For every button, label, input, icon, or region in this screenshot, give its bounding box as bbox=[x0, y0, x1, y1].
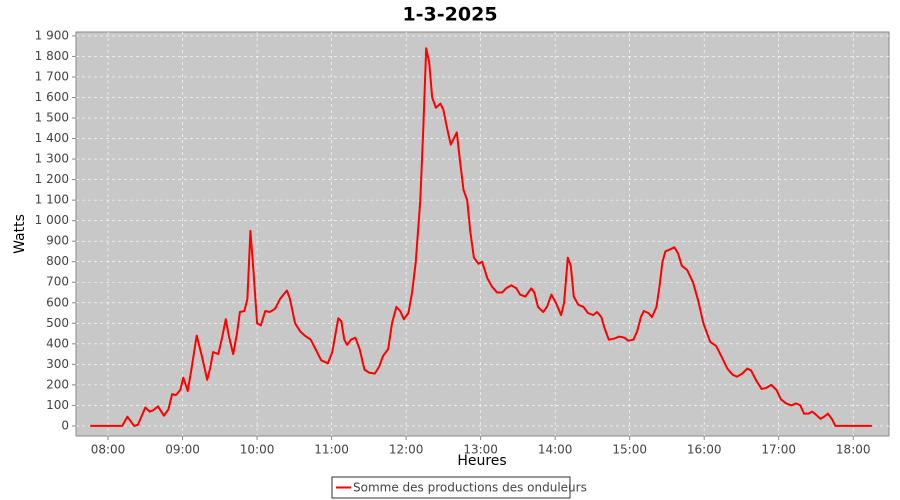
x-tick-label: 14:00 bbox=[538, 443, 573, 457]
x-tick-label: 10:00 bbox=[240, 443, 275, 457]
y-tick-label: 100 bbox=[46, 398, 69, 412]
legend-label: Somme des productions des onduleurs bbox=[353, 481, 587, 495]
y-tick-label: 200 bbox=[46, 377, 69, 391]
y-tick-label: 1 000 bbox=[35, 213, 69, 227]
x-tick-label: 13:00 bbox=[463, 443, 498, 457]
x-tick-label: 11:00 bbox=[314, 443, 349, 457]
y-tick-label: 600 bbox=[46, 295, 69, 309]
y-tick-label: 0 bbox=[61, 418, 69, 432]
y-tick-label: 1 200 bbox=[35, 172, 69, 186]
x-tick-label: 16:00 bbox=[687, 443, 722, 457]
plot-area bbox=[75, 31, 890, 437]
y-tick-label: 1 500 bbox=[35, 111, 69, 125]
series-line bbox=[90, 47, 872, 427]
y-tick-label: 700 bbox=[46, 275, 69, 289]
legend-box bbox=[331, 476, 571, 499]
y-tick-label: 900 bbox=[46, 234, 69, 248]
y-tick-label: 1 900 bbox=[35, 28, 69, 42]
y-tick-label: 300 bbox=[46, 357, 69, 371]
y-axis-label: Watts bbox=[12, 214, 28, 254]
y-tick-label: 500 bbox=[46, 316, 69, 330]
y-tick-label: 1 300 bbox=[35, 152, 69, 166]
y-tick-label: 1 600 bbox=[35, 90, 69, 104]
y-tick-label: 1 700 bbox=[35, 69, 69, 83]
x-tick-label: 15:00 bbox=[612, 443, 647, 457]
x-axis-label: Heures bbox=[457, 453, 506, 469]
x-tick-label: 09:00 bbox=[165, 443, 200, 457]
x-tick-label: 18:00 bbox=[836, 443, 871, 457]
y-tick-label: 1 100 bbox=[35, 193, 69, 207]
y-tick-label: 1 400 bbox=[35, 131, 69, 145]
chart-title: 1-3-2025 bbox=[402, 4, 497, 26]
y-tick-label: 1 800 bbox=[35, 49, 69, 63]
x-tick-label: 08:00 bbox=[91, 443, 126, 457]
y-tick-label: 400 bbox=[46, 336, 69, 350]
y-tick-label: 800 bbox=[46, 254, 69, 268]
x-tick-label: 17:00 bbox=[761, 443, 796, 457]
x-tick-label: 12:00 bbox=[389, 443, 424, 457]
